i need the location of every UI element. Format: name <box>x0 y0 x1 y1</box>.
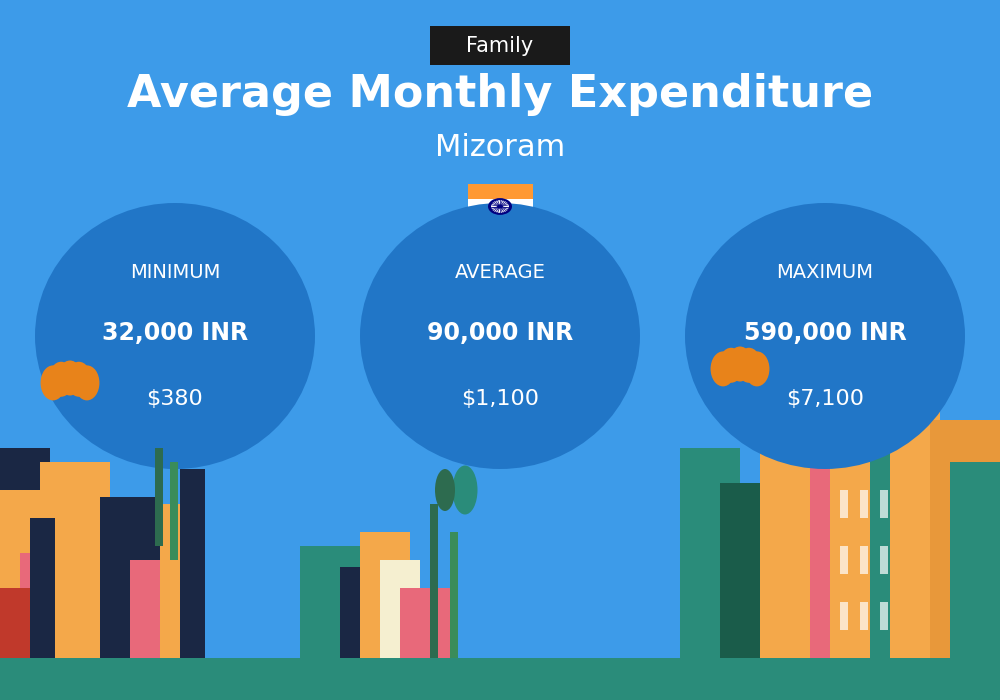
Text: 590,000 INR: 590,000 INR <box>744 321 906 344</box>
Bar <box>170 462 178 560</box>
Ellipse shape <box>685 203 965 469</box>
Ellipse shape <box>66 362 91 397</box>
Bar <box>155 448 163 546</box>
Ellipse shape <box>35 203 315 469</box>
Bar <box>40 462 110 658</box>
Ellipse shape <box>135 312 225 416</box>
Bar <box>0 448 50 658</box>
Bar <box>840 490 848 518</box>
Bar <box>0 588 40 658</box>
Bar <box>300 546 360 658</box>
Bar <box>450 532 458 658</box>
Bar <box>468 183 532 199</box>
Bar <box>20 553 100 658</box>
Text: MAXIMUM: MAXIMUM <box>776 263 874 283</box>
Bar <box>180 469 205 658</box>
Circle shape <box>497 204 503 209</box>
Ellipse shape <box>49 362 74 397</box>
Ellipse shape <box>58 360 82 395</box>
Circle shape <box>488 198 512 215</box>
Bar <box>880 490 888 518</box>
Bar <box>468 199 532 214</box>
Bar <box>810 448 850 658</box>
Ellipse shape <box>74 365 99 400</box>
Bar <box>30 518 55 658</box>
Ellipse shape <box>711 351 736 386</box>
Bar <box>380 560 420 658</box>
Bar <box>0 490 60 658</box>
Text: $1,100: $1,100 <box>461 389 539 409</box>
Text: 90,000 INR: 90,000 INR <box>427 321 573 344</box>
Bar <box>468 214 532 230</box>
Bar <box>950 462 1000 658</box>
Bar <box>340 567 380 658</box>
Text: AVERAGE: AVERAGE <box>455 263 545 283</box>
Text: $7,100: $7,100 <box>786 389 864 409</box>
Bar <box>860 490 868 518</box>
Text: Average Monthly Expenditure: Average Monthly Expenditure <box>127 73 873 116</box>
Ellipse shape <box>690 301 770 399</box>
Ellipse shape <box>736 348 761 383</box>
Text: $380: $380 <box>147 389 203 409</box>
Bar <box>860 602 868 630</box>
Bar <box>860 546 868 574</box>
Bar <box>160 504 200 658</box>
Bar <box>430 504 438 658</box>
Ellipse shape <box>360 203 640 469</box>
Bar <box>890 392 940 658</box>
Circle shape <box>491 200 509 213</box>
Ellipse shape <box>728 346 753 382</box>
FancyBboxPatch shape <box>430 26 570 64</box>
Bar <box>840 602 848 630</box>
Bar <box>360 532 410 658</box>
Bar <box>830 406 910 658</box>
Bar <box>880 602 888 630</box>
Bar <box>400 588 450 658</box>
Bar <box>760 420 830 658</box>
Bar <box>930 420 1000 658</box>
Ellipse shape <box>705 270 815 402</box>
Text: Mizoram: Mizoram <box>435 132 565 162</box>
Text: MINIMUM: MINIMUM <box>130 263 220 283</box>
Bar <box>80 518 130 658</box>
Ellipse shape <box>160 287 260 413</box>
Bar <box>720 483 770 658</box>
Text: Family: Family <box>466 36 534 55</box>
Ellipse shape <box>41 365 66 400</box>
Ellipse shape <box>719 348 744 383</box>
Bar <box>840 546 848 574</box>
Ellipse shape <box>435 312 505 402</box>
Ellipse shape <box>435 469 455 511</box>
Bar <box>880 546 888 574</box>
Text: 32,000 INR: 32,000 INR <box>102 321 248 344</box>
Bar <box>870 434 900 658</box>
Bar <box>680 448 740 658</box>
Ellipse shape <box>450 290 550 410</box>
Bar <box>100 497 160 658</box>
Bar <box>130 560 170 658</box>
Ellipse shape <box>452 466 478 514</box>
Bar <box>0 658 1000 700</box>
Ellipse shape <box>744 351 769 386</box>
